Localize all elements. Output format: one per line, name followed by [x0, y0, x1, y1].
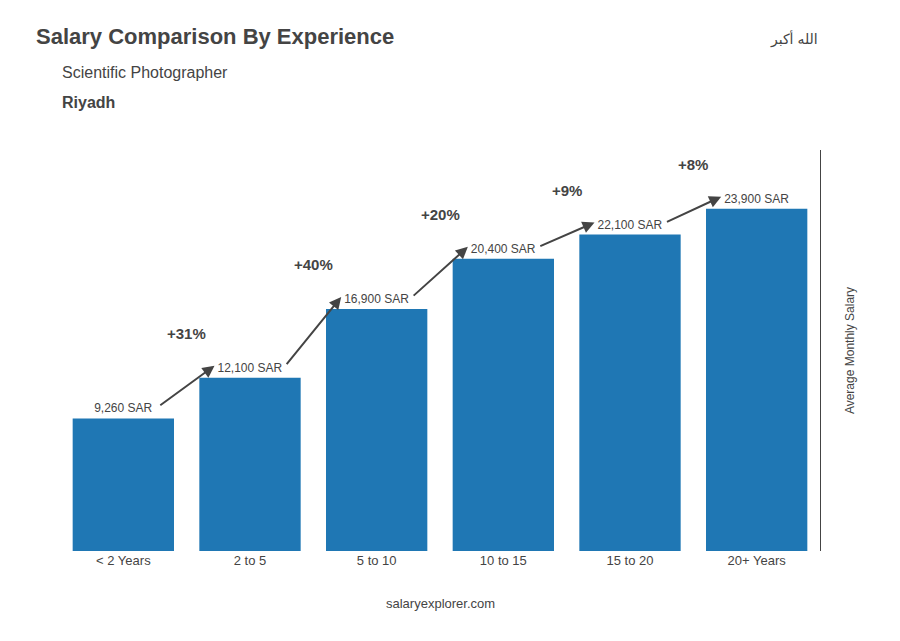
svg-text:+8%: +8% — [678, 156, 708, 173]
svg-text:Riyadh: Riyadh — [62, 94, 115, 111]
svg-text:الله أكبر: الله أكبر — [770, 30, 818, 48]
svg-text:Average Monthly Salary: Average Monthly Salary — [843, 287, 857, 414]
svg-text:< 2 Years: < 2 Years — [96, 553, 151, 568]
svg-text:+31%: +31% — [167, 325, 206, 342]
svg-text:5 to 10: 5 to 10 — [357, 553, 397, 568]
svg-text:Salary Comparison By Experienc: Salary Comparison By Experience — [36, 24, 394, 49]
svg-text:22,100 SAR: 22,100 SAR — [597, 218, 662, 232]
svg-text:+9%: +9% — [552, 182, 582, 199]
svg-text:+40%: +40% — [294, 256, 333, 273]
svg-text:Scientific Photographer: Scientific Photographer — [62, 64, 228, 81]
svg-text:2 to 5: 2 to 5 — [234, 553, 267, 568]
svg-text:+20%: +20% — [421, 206, 460, 223]
svg-text:12,100 SAR: 12,100 SAR — [217, 361, 282, 375]
svg-text:9,260 SAR: 9,260 SAR — [94, 401, 152, 415]
svg-text:20,400 SAR: 20,400 SAR — [471, 242, 536, 256]
svg-text:16,900 SAR: 16,900 SAR — [344, 292, 409, 306]
svg-text:23,900 SAR: 23,900 SAR — [724, 192, 789, 206]
svg-text:salaryexplorer.com: salaryexplorer.com — [386, 596, 495, 611]
svg-text:15 to 20: 15 to 20 — [607, 553, 654, 568]
svg-text:20+ Years: 20+ Years — [728, 553, 787, 568]
svg-text:10 to 15: 10 to 15 — [480, 553, 527, 568]
